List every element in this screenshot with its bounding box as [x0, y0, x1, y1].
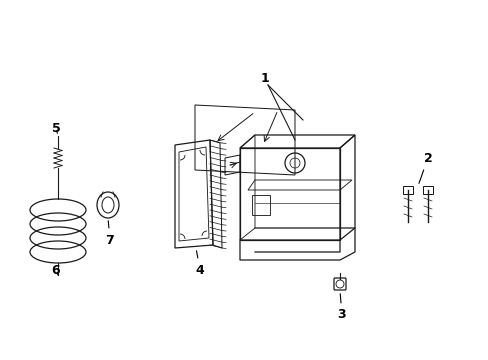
Text: 5: 5: [52, 122, 60, 135]
Text: 4: 4: [195, 251, 204, 276]
Text: 2: 2: [418, 152, 431, 183]
Bar: [422, 186, 432, 194]
Bar: [402, 186, 412, 194]
Text: 3: 3: [337, 294, 346, 321]
Text: 7: 7: [105, 221, 114, 247]
Text: 1: 1: [260, 72, 269, 85]
Text: 6: 6: [52, 264, 60, 276]
